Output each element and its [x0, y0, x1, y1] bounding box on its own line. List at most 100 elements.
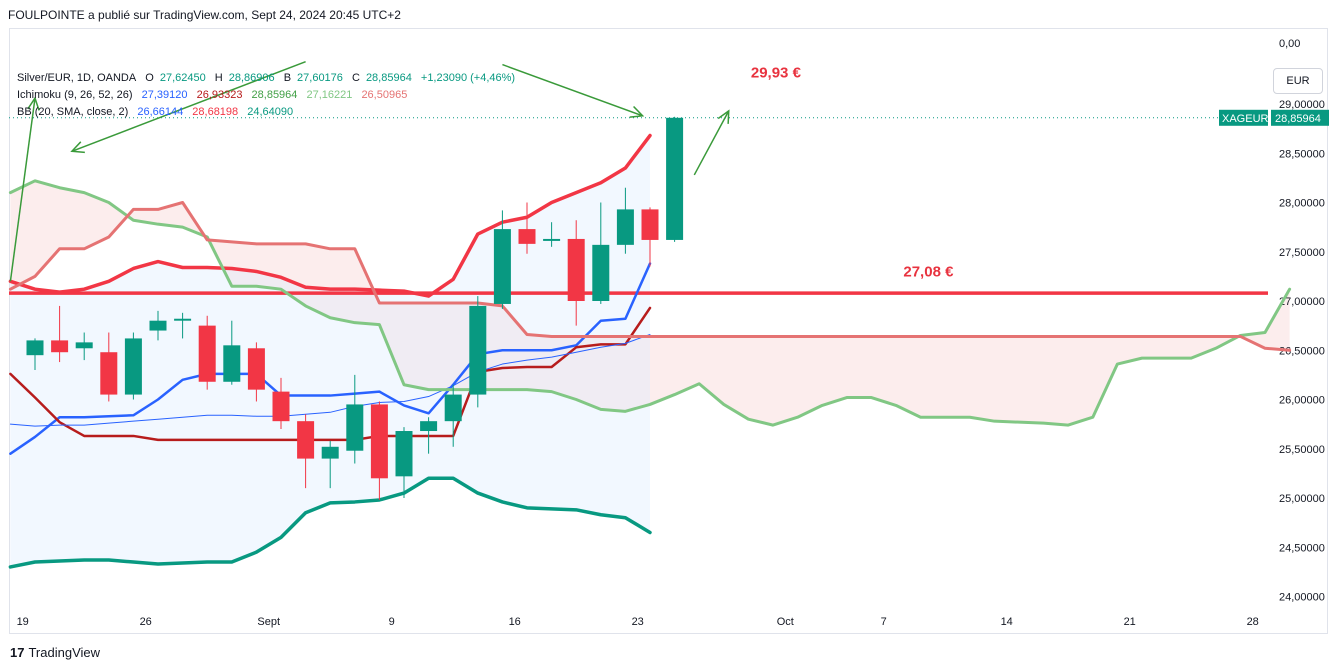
x-axis-tick-label: 26	[140, 616, 152, 628]
candle-body[interactable]	[321, 446, 339, 459]
arrow-head-icon	[717, 109, 730, 124]
candle-body[interactable]	[666, 117, 684, 240]
high-value: 28,86906	[228, 72, 275, 84]
symbol-tag-label: XAGEUR	[1222, 113, 1269, 125]
x-axis-tick-label: 14	[1001, 616, 1013, 628]
candle-body[interactable]	[641, 209, 659, 240]
bb-value: 26,66144	[137, 106, 184, 118]
candle-body[interactable]	[592, 244, 610, 301]
candle-body[interactable]	[247, 348, 265, 390]
legend-ichimoku-row: Ichimoku (9, 26, 52, 26) 27,39120 26,933…	[17, 89, 413, 101]
trend-arrow[interactable]	[693, 110, 730, 176]
bb-value: 24,64090	[247, 106, 294, 118]
ichimoku-value: 26,93323	[196, 89, 243, 101]
series-line-tenkan	[9, 262, 652, 455]
series-line-bb-basis	[9, 333, 651, 427]
ichimoku-cloud-fill	[10, 180, 1290, 426]
candle-body[interactable]	[75, 342, 93, 349]
y-axis-tick-label: 26,50000	[1279, 345, 1325, 357]
brand-label: TradingView	[28, 645, 101, 660]
low-label: B	[283, 72, 292, 84]
legend-symbol[interactable]: Silver/EUR, 1D, OANDA	[17, 72, 137, 84]
legend-symbol-row: Silver/EUR, 1D, OANDA O 27,62450 H 28,8690…	[17, 72, 521, 84]
series-line-bb-upper	[8, 133, 652, 298]
y-axis-tick-label: 25,00000	[1279, 493, 1325, 505]
x-axis-tick-label: 9	[389, 616, 395, 628]
target-price-annotation[interactable]: 29,93 €	[751, 64, 802, 81]
candle-body[interactable]	[124, 338, 142, 395]
candle-body[interactable]	[346, 404, 364, 451]
ichimoku-value: 27,39120	[141, 89, 188, 101]
candle-body[interactable]	[100, 352, 118, 395]
open-value: 27,62450	[159, 72, 206, 84]
candle-body[interactable]	[616, 209, 634, 245]
candle-body[interactable]	[567, 238, 585, 301]
x-axis-tick-label: 7	[881, 616, 887, 628]
candle-body[interactable]	[420, 421, 438, 432]
trend-arrow[interactable]	[9, 97, 36, 282]
y-axis-tick-label: 24,00000	[1279, 592, 1325, 604]
x-axis-tick-label: 28	[1247, 616, 1259, 628]
arrow-head-icon	[629, 105, 645, 118]
close-label: C	[351, 72, 360, 84]
trend-arrow[interactable]	[71, 60, 306, 152]
candle-body[interactable]	[51, 340, 69, 353]
ichimoku-value: 26,50965	[361, 89, 408, 101]
support-price-annotation[interactable]: 27,08 €	[903, 263, 954, 280]
y-axis-tick-label: 29,00000	[1279, 99, 1325, 111]
close-value: 28,85964	[365, 72, 412, 84]
y-axis-tick-label: 26,00000	[1279, 395, 1325, 407]
candle-body[interactable]	[518, 229, 536, 244]
candle-body[interactable]	[272, 391, 290, 422]
candle-body[interactable]	[543, 238, 561, 241]
series-line-span-b	[8, 201, 1292, 352]
series-line-kijun	[9, 306, 652, 442]
candle-body[interactable]	[26, 340, 44, 356]
y-axis-tick-label: 28,50000	[1279, 148, 1325, 160]
y-axis-tick-label: 27,50000	[1279, 247, 1325, 259]
candle-body[interactable]	[493, 229, 511, 304]
trend-arrow[interactable]	[502, 63, 643, 117]
ichimoku-value: 28,85964	[251, 89, 298, 101]
arrow-head-icon	[27, 96, 40, 111]
y-axis-tick-label: 28,00000	[1279, 198, 1325, 210]
x-axis-tick-label: 21	[1124, 616, 1136, 628]
y-axis-tick-label: 25,50000	[1279, 444, 1325, 456]
footer-brand[interactable]: 17 TradingView	[10, 645, 100, 660]
legend-low: B 27,60176	[284, 72, 343, 84]
x-axis-tick-label: Sept	[257, 616, 280, 628]
publisher-line: FOULPOINTE a publié sur TradingView.com,…	[8, 8, 401, 22]
bollinger-band-fill	[10, 135, 650, 567]
y-axis-top-label: 0,00	[1279, 38, 1300, 50]
bb-label[interactable]: BB (20, SMA, close, 2)	[17, 106, 129, 118]
candle-body[interactable]	[198, 325, 216, 382]
candle-body[interactable]	[444, 394, 462, 422]
high-label: H	[214, 72, 223, 84]
y-axis-tick-label: 27,00000	[1279, 296, 1325, 308]
candle-body[interactable]	[395, 431, 413, 477]
arrow-head-icon	[70, 141, 85, 154]
low-value: 27,60176	[297, 72, 343, 84]
candle-body[interactable]	[370, 404, 388, 479]
x-axis-tick-label: 19	[17, 616, 29, 628]
candle-body[interactable]	[223, 345, 241, 382]
price-tag-value: 28,85964	[1275, 113, 1321, 125]
legend-close: C 28,85964	[352, 72, 412, 84]
x-axis-tick-label: 23	[632, 616, 644, 628]
candle-body[interactable]	[174, 318, 192, 321]
candle-body[interactable]	[297, 421, 315, 459]
tradingview-logo-icon: 17	[10, 645, 25, 660]
y-axis-tick-label: 24,50000	[1279, 542, 1325, 554]
legend-high: H 28,86906	[215, 72, 275, 84]
open-label: O	[145, 72, 154, 84]
x-axis-tick-label: 16	[509, 616, 521, 628]
legend-change: +1,23090 (+4,46%)	[420, 72, 516, 84]
chart-frame	[9, 28, 1328, 634]
series-line-bb-lower	[8, 476, 652, 569]
currency-button[interactable]: EUR	[1273, 68, 1323, 94]
candle-body[interactable]	[149, 320, 167, 331]
candle-body[interactable]	[469, 305, 487, 395]
ichimoku-label[interactable]: Ichimoku (9, 26, 52, 26)	[17, 89, 133, 101]
legend-bb-row: BB (20, SMA, close, 2) 26,66144 28,68198…	[17, 106, 299, 118]
